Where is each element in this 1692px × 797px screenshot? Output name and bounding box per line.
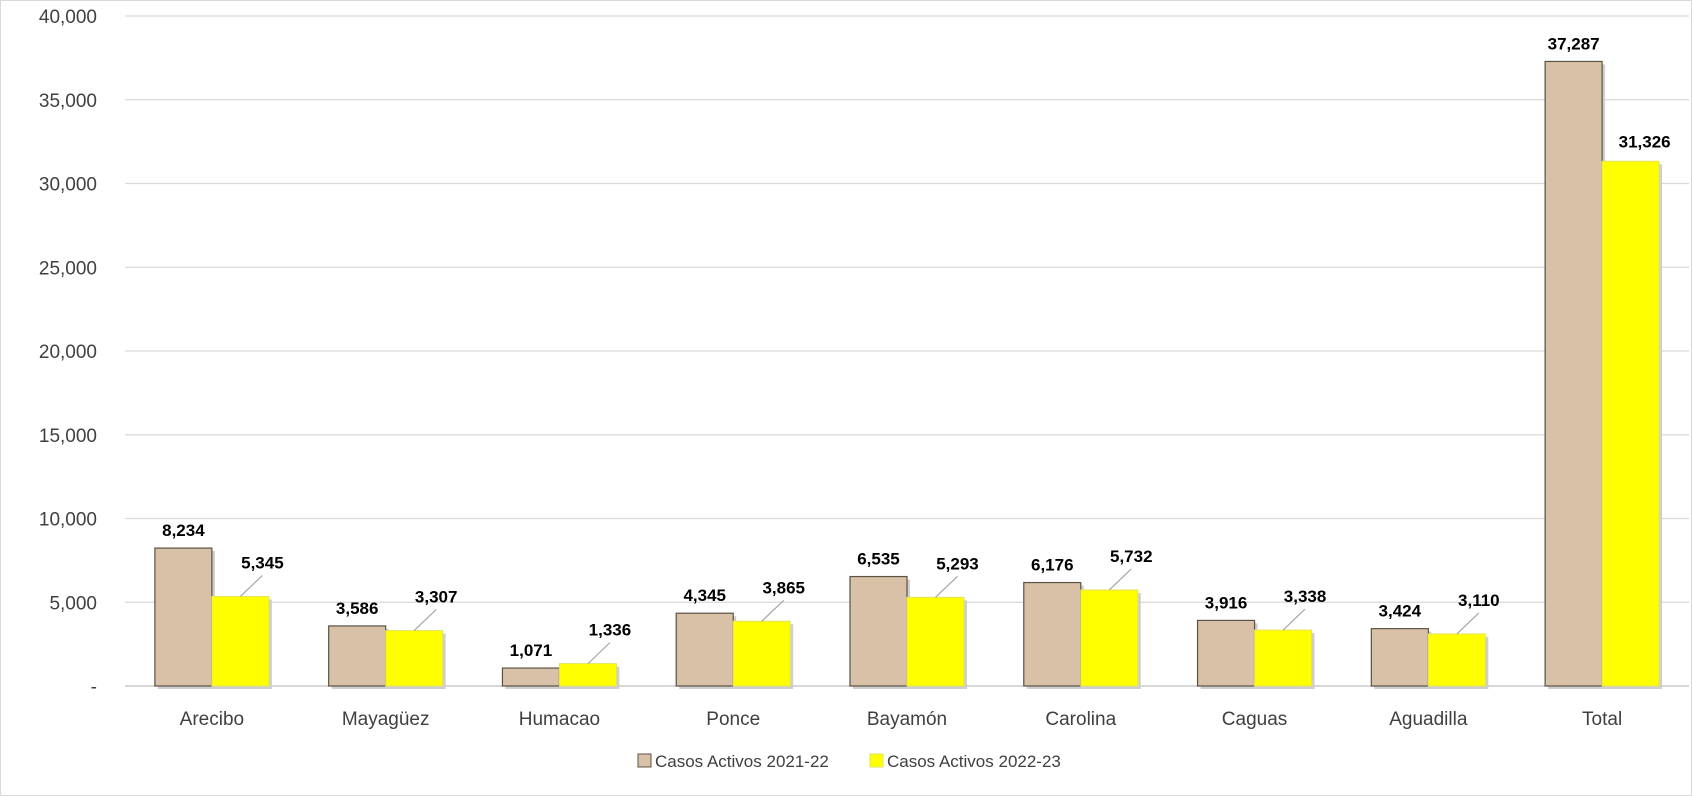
y-tick-label: 5,000 [49, 593, 97, 614]
bar-2022-23 [211, 595, 270, 687]
legend-label-1: Casos Activos 2022-23 [887, 752, 1061, 771]
data-label-2021-22: 6,535 [857, 550, 900, 569]
bar-2021-22 [154, 547, 213, 687]
x-category-label: Aguadilla [1389, 709, 1468, 730]
y-tick-label: 10,000 [39, 510, 97, 531]
y-axis-tick-labels: - 5,000 10,000 15,000 20,000 25,000 30,000 35,0… [39, 7, 97, 698]
x-axis-category-labels: Arecibo Mayagüez Humacao Ponce Bayamón Caroli… [180, 709, 1623, 730]
bar-2022-23 [1080, 589, 1139, 687]
leader-line [761, 599, 785, 622]
bar-2021-22 [675, 612, 734, 687]
legend-label-0: Casos Activos 2021-22 [655, 752, 829, 771]
bar-2022-23 [385, 630, 444, 687]
bar-2022-23 [558, 663, 617, 687]
x-category-label: Ponce [706, 709, 760, 730]
bar-2021-22 [1544, 60, 1603, 687]
data-label-2021-22: 4,345 [683, 586, 726, 605]
label-leader-lines [239, 568, 1480, 665]
leader-line [1108, 568, 1132, 591]
legend-swatch-1 [869, 753, 884, 768]
x-category-label: Caguas [1222, 709, 1288, 730]
bar-2021-22 [849, 575, 908, 687]
x-category-label: Bayamón [867, 709, 947, 730]
data-label-2021-22: 3,424 [1379, 602, 1422, 621]
gridlines [125, 15, 1689, 687]
data-label-2022-23: 3,338 [1284, 587, 1327, 606]
y-tick-label: - [91, 677, 97, 698]
bar-2021-22 [328, 625, 387, 687]
data-label-2021-22: 6,176 [1031, 556, 1074, 575]
data-label-2022-23: 5,293 [936, 554, 979, 573]
leader-line [587, 642, 611, 665]
bar-2022-23 [1254, 629, 1313, 687]
leader-line [239, 575, 263, 597]
bar-2022-23 [732, 620, 791, 687]
data-label-2021-22: 3,916 [1205, 593, 1248, 612]
y-tick-label: 35,000 [39, 91, 97, 112]
legend-swatch-0 [637, 753, 652, 768]
y-tick-label: 20,000 [39, 342, 97, 363]
data-labels: 8,234 5,345 3,586 3,307 1,071 1,336 4,345 3,865… [162, 34, 1670, 660]
data-label-2022-23: 5,732 [1110, 547, 1153, 566]
bar-2022-23 [1427, 633, 1486, 687]
legend: Casos Activos 2021-22 Casos Activos 2022-… [637, 752, 1061, 771]
leader-line [413, 609, 437, 632]
data-label-2022-23: 3,865 [762, 578, 805, 597]
data-label-2022-23: 1,336 [589, 621, 632, 640]
leader-line [935, 575, 958, 598]
y-tick-label: 15,000 [39, 426, 97, 447]
data-label-2022-23: 5,345 [241, 553, 284, 572]
y-tick-label: 40,000 [39, 7, 97, 28]
bar-2022-23 [906, 596, 965, 687]
bar-2022-23 [1601, 160, 1660, 687]
x-category-label: Humacao [519, 709, 600, 730]
x-category-label: Total [1582, 709, 1622, 730]
y-tick-label: 30,000 [39, 175, 97, 196]
bar-2021-22 [1370, 628, 1429, 687]
data-label-2022-23: 3,110 [1458, 591, 1500, 610]
data-label-2022-23: 31,326 [1619, 132, 1671, 151]
leader-line [1282, 608, 1306, 631]
bars [154, 60, 1663, 690]
leader-line [1456, 612, 1480, 635]
bar-2021-22 [1023, 581, 1082, 687]
data-label-2021-22: 8,234 [162, 521, 205, 540]
bar-2021-22 [501, 667, 561, 687]
data-label-2021-22: 37,287 [1548, 34, 1600, 53]
data-label-2021-22: 1,071 [510, 641, 553, 660]
bar-2021-22 [1196, 619, 1256, 687]
data-label-2021-22: 3,586 [336, 599, 379, 618]
data-label-2022-23: 3,307 [415, 588, 458, 607]
y-tick-label: 25,000 [39, 258, 97, 279]
x-category-label: Mayagüez [342, 709, 430, 730]
x-category-label: Arecibo [180, 709, 244, 730]
x-category-label: Carolina [1045, 709, 1116, 730]
